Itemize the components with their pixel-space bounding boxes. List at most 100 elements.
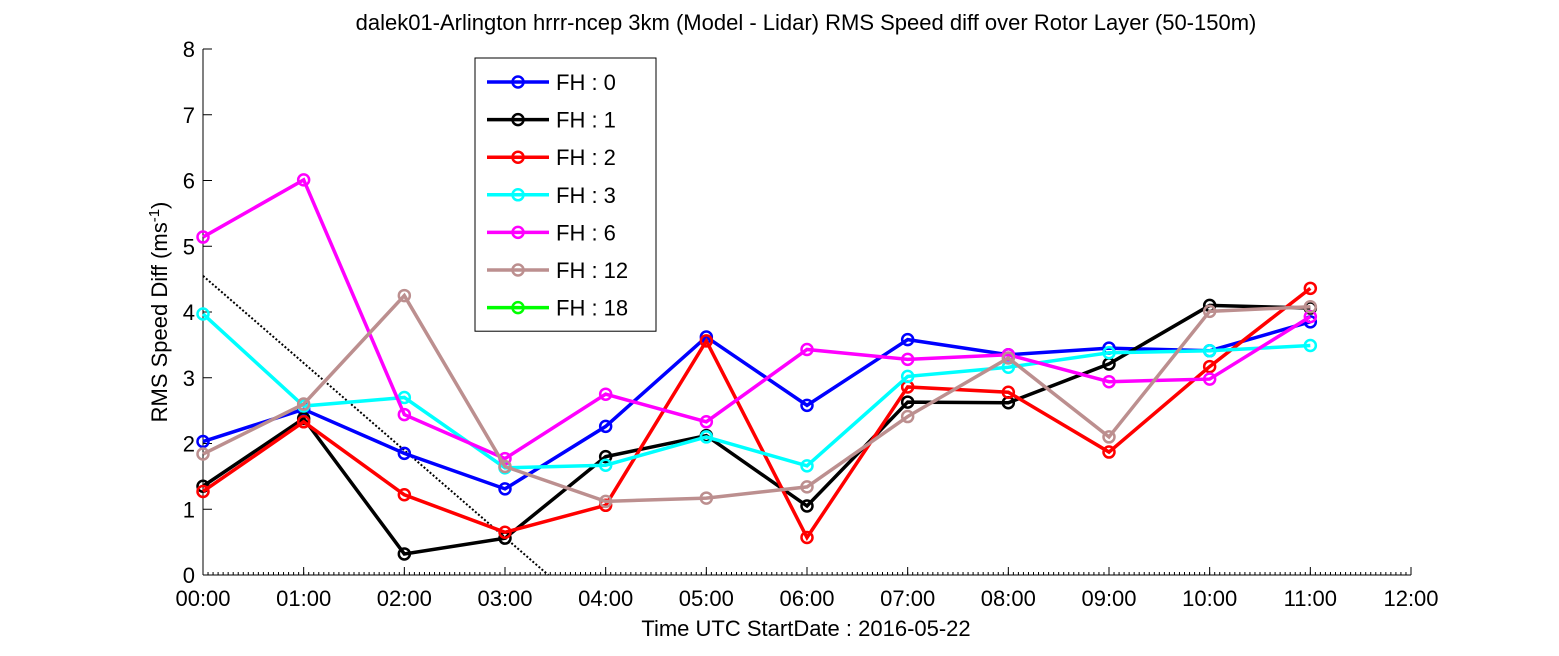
x-tick-label: 01:00: [276, 586, 331, 611]
data-point: [1001, 351, 1016, 365]
y-tick-label: 3: [183, 366, 195, 391]
data-point: [296, 415, 311, 429]
y-axis-label: RMS Speed Diff (ms-1): [146, 202, 173, 423]
legend-marker: [511, 263, 525, 277]
data-point: [1303, 281, 1318, 296]
x-tick-label: 04:00: [578, 586, 633, 611]
data-point: [699, 430, 714, 444]
data-point: [800, 398, 814, 413]
data-point: [699, 415, 714, 429]
data-point: [598, 449, 613, 464]
data-point: [900, 409, 915, 424]
data-point: [1001, 385, 1016, 399]
series-line: [202, 286, 1312, 541]
data-point: [1102, 430, 1116, 444]
legend: FH : 0 FH : 1 FH : 2 FH : 3 FH : 6 FH : 12 FH …: [474, 57, 657, 332]
x-tick-label: 00:00: [175, 586, 230, 611]
data-point: [397, 547, 412, 561]
data-point: [397, 488, 412, 502]
y-tick-label: 2: [183, 432, 195, 457]
legend-label: FH : 6: [556, 220, 616, 245]
x-tick-label: 09:00: [1081, 586, 1136, 611]
data-point: [900, 369, 915, 384]
y-axis-label-close: ): [147, 202, 172, 209]
data-point: [498, 482, 512, 496]
y-tick-label: 7: [183, 103, 195, 128]
legend-label: FH : 3: [556, 183, 616, 208]
data-point: [1202, 304, 1217, 319]
data-point: [397, 288, 412, 303]
x-tick-label: 12:00: [1383, 586, 1438, 611]
legend-marker: [511, 112, 525, 127]
data-point: [196, 484, 210, 499]
x-tick-label: 02:00: [377, 586, 432, 611]
data-point: [498, 459, 512, 474]
y-tick-label: 4: [183, 300, 195, 325]
plot-area: 00:00 01:00 02:00 03:00 04:00 05:00 06:00 07:00…: [175, 37, 1438, 611]
series-line: [202, 303, 1311, 556]
series-line: [202, 292, 1311, 504]
data-point: [699, 491, 714, 505]
data-point: [900, 332, 915, 347]
data-point: [598, 494, 613, 509]
legend-marker: [511, 150, 525, 164]
data-point: [296, 397, 311, 411]
x-tick-label: 05:00: [679, 586, 734, 611]
data-point: [1102, 374, 1116, 389]
legend-label: FH : 2: [556, 145, 616, 170]
data-point: [296, 173, 311, 187]
data-point: [498, 525, 512, 540]
data-point: [1202, 372, 1217, 386]
y-axis-label-main: RMS Speed Diff (ms: [147, 222, 172, 422]
legend-marker: [511, 225, 525, 240]
data-point: [196, 307, 210, 321]
data-point: [1102, 346, 1116, 360]
data-point: [598, 458, 613, 472]
y-tick-label: 6: [183, 169, 195, 194]
data-point: [598, 419, 613, 434]
data-point: [397, 446, 412, 461]
x-axis-label: Time UTC StartDate : 2016-05-22: [641, 616, 970, 641]
data-point: [800, 459, 814, 473]
x-tick-label: 06:00: [779, 586, 834, 611]
data-point: [800, 342, 814, 357]
data-point: [598, 387, 613, 401]
series-line: [202, 177, 1312, 461]
legend-label: FH : 0: [556, 70, 616, 95]
y-tick-label: 5: [183, 234, 195, 259]
data-point: [900, 352, 915, 367]
y-tick-label: 0: [183, 563, 195, 588]
x-tick-label: 08:00: [981, 586, 1036, 611]
chart-title: dalek01-Arlington hrrr-ncep 3km (Model -…: [356, 10, 1257, 35]
x-tick-label: 03:00: [477, 586, 532, 611]
data-point: [800, 480, 814, 494]
x-tick-label: 10:00: [1182, 586, 1237, 611]
data-point: [196, 434, 210, 449]
data-point: [397, 407, 412, 422]
legend-label: FH : 12: [556, 258, 628, 283]
data-point: [1303, 299, 1318, 314]
y-tick-label: 8: [183, 37, 195, 62]
y-axis-label-superscript: -1: [146, 209, 163, 222]
x-tick-label: 11:00: [1284, 586, 1337, 611]
data-point: [1001, 360, 1016, 374]
series-line: [201, 312, 1311, 470]
data-point: [1202, 344, 1217, 358]
data-point: [800, 530, 814, 545]
data-point: [196, 447, 210, 461]
data-point: [196, 230, 210, 244]
legend-label: FH : 1: [556, 108, 616, 133]
data-point: [1303, 338, 1318, 353]
data-point: [1202, 359, 1217, 374]
legend-marker: [511, 75, 525, 89]
legend-label: FH : 18: [556, 296, 628, 321]
data-point: [699, 334, 714, 348]
legend-marker: [511, 300, 525, 315]
legend-marker: [511, 188, 525, 202]
y-tick-label: 1: [183, 497, 195, 522]
data-point: [900, 395, 915, 409]
data-point: [800, 499, 814, 513]
x-tick-label: 07:00: [880, 586, 935, 611]
